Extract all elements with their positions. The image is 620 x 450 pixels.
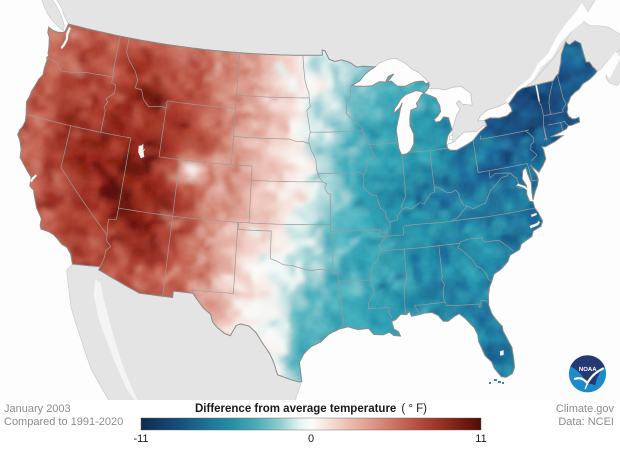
svg-text:-11: -11 [133,433,148,445]
svg-text:Difference from average temper: Difference from average temperature( ° F… [195,403,427,415]
svg-text:11: 11 [475,433,486,445]
svg-text:0: 0 [308,433,314,445]
svg-text:NOAA: NOAA [579,366,597,373]
